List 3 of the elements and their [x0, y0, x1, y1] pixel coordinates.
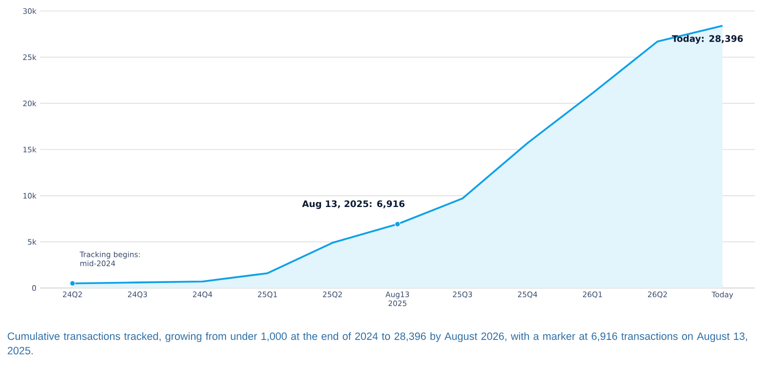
text: Cumulative transactions tracked, growing from under 1,000 at the end of 2024 to 28,396 by August 2026, with a marker at 6,916 transactions on August 13, 2025. — [8, 332, 747, 354]
annotation: Today: 28,396 — [672, 35, 743, 44]
annotation: Aug 13, 2025: 6,916 — [302, 200, 405, 209]
